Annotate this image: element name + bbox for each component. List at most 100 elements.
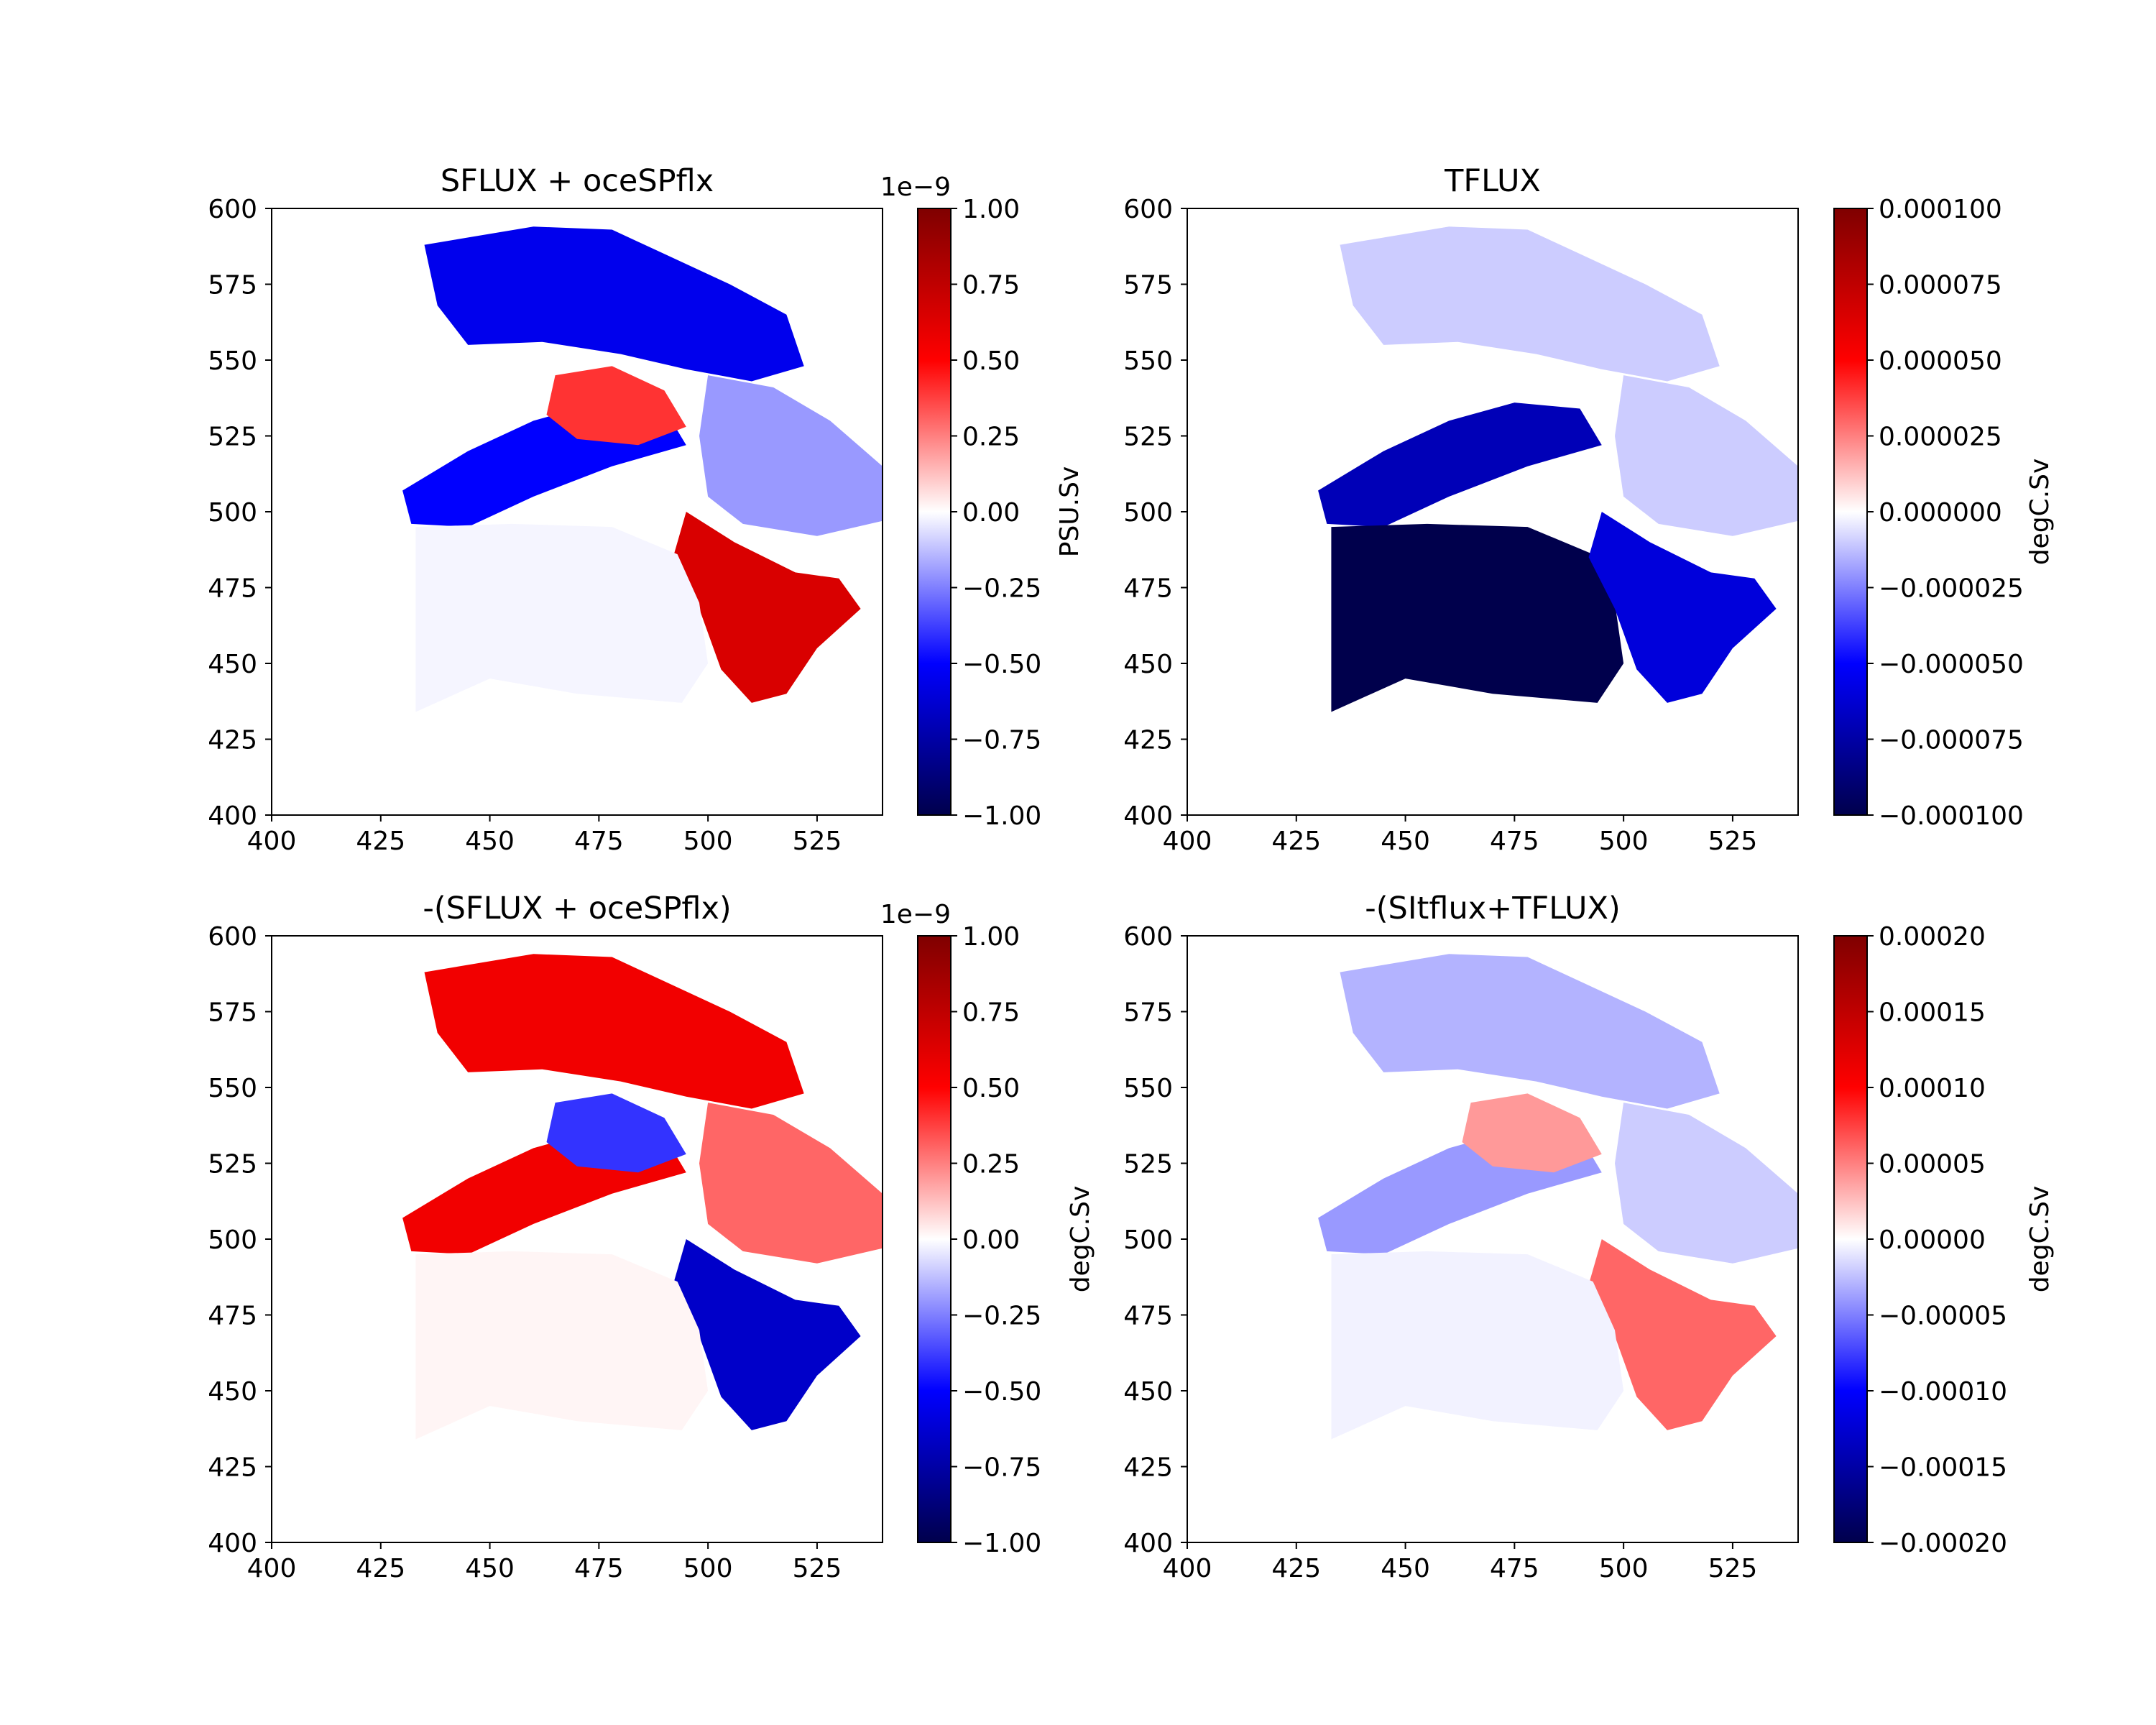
x-tick-label: 500 — [683, 1554, 733, 1583]
x-tick-label: 400 — [247, 1554, 297, 1583]
region-east-shelf — [699, 1103, 883, 1264]
x-tick-label: 525 — [793, 1554, 842, 1583]
x-tick-label: 425 — [1271, 827, 1321, 856]
y-tick-label: 600 — [1123, 922, 1173, 952]
y-tick-label: 450 — [1123, 1377, 1173, 1407]
y-tick-label: 600 — [1123, 195, 1173, 224]
y-tick-label: 550 — [208, 346, 257, 376]
y-tick-label: 400 — [208, 801, 257, 831]
y-tick-label: 550 — [208, 1074, 257, 1103]
colorbar-tick-label: −0.25 — [962, 574, 1041, 604]
y-tick-label: 525 — [1123, 423, 1173, 452]
colorbar-tick-label: −0.000100 — [1879, 801, 2024, 831]
colorbar — [1834, 936, 1867, 1542]
y-tick-label: 600 — [208, 195, 257, 224]
y-tick-label: 550 — [1123, 1074, 1173, 1103]
colorbar-tick-label: 1.00 — [962, 922, 1020, 952]
panel-3: 400 425 450 475 500 525 400 425 450 475 500 525 550 5… — [208, 891, 1095, 1583]
region-south-lobe — [673, 512, 861, 703]
colorbar-tick-label: 1.00 — [962, 195, 1020, 224]
colorbar-tick-label: 0.00010 — [1879, 1074, 1986, 1103]
region-central-band — [546, 366, 686, 446]
x-tick-label: 500 — [1599, 827, 1649, 856]
region-east-shelf — [699, 375, 883, 536]
colorbar-tick-label: 0.75 — [962, 998, 1020, 1028]
colorbar-tick-label: −0.50 — [962, 1377, 1041, 1407]
chart-title: TFLUX — [1444, 163, 1541, 199]
y-tick-label: 475 — [208, 1302, 257, 1331]
colorbar — [918, 208, 951, 815]
region-north-basin — [1340, 226, 1720, 382]
region-north-basin — [424, 954, 804, 1109]
x-tick-label: 450 — [1381, 1554, 1430, 1583]
y-tick-label: 450 — [208, 1377, 257, 1407]
region-south-lobe — [1588, 1239, 1777, 1430]
region-southern-flat — [1331, 523, 1624, 712]
colorbar-tick-label: −0.25 — [962, 1302, 1041, 1331]
colorbar-tick-label: 0.000075 — [1879, 271, 2002, 300]
panel-1: 400 425 450 475 500 525 400 425 450 475 500 525 550 5… — [208, 163, 1084, 856]
colorbar-tick-label: −0.00015 — [1879, 1453, 2007, 1483]
colorbar-tick-label: −1.00 — [962, 801, 1041, 831]
region-east-shelf — [1615, 1103, 1798, 1264]
colorbar-label: degC.Sv — [2025, 1186, 2055, 1293]
colorbar — [1834, 208, 1867, 815]
y-tick-label: 500 — [1123, 498, 1173, 528]
region-southern-flat — [415, 1251, 709, 1440]
y-tick-label: 425 — [1123, 1453, 1173, 1483]
data-field — [1318, 226, 1798, 712]
colorbar-tick-label: 0.000025 — [1879, 423, 2002, 452]
colorbar-label: degC.Sv — [2025, 459, 2055, 566]
chart-title: -(SItflux+TFLUX) — [1365, 891, 1620, 926]
x-tick-label: 475 — [574, 1554, 624, 1583]
x-tick-label: 400 — [1163, 1554, 1212, 1583]
y-tick-label: 500 — [1123, 1225, 1173, 1255]
x-tick-label: 500 — [1599, 1554, 1649, 1583]
y-tick-label: 500 — [208, 498, 257, 528]
region-west-channel — [1318, 402, 1602, 528]
y-tick-label: 475 — [1123, 1302, 1173, 1331]
x-tick-label: 450 — [465, 827, 515, 856]
colorbar-tick-label: −0.75 — [962, 1453, 1041, 1483]
region-southern-flat — [1331, 1251, 1624, 1440]
x-tick-label: 400 — [1163, 827, 1212, 856]
data-field — [402, 954, 883, 1440]
colorbar-tick-label: −0.000025 — [1879, 574, 2024, 604]
colorbar-tick-label: 0.00 — [962, 1225, 1020, 1255]
colorbar-tick-label: −0.00005 — [1879, 1302, 2007, 1331]
colorbar-tick-label: 0.000100 — [1879, 195, 2002, 224]
region-south-lobe — [673, 1239, 861, 1430]
y-tick-label: 525 — [1123, 1150, 1173, 1179]
colorbar-offset-text: 1e−9 — [880, 900, 951, 929]
colorbar-label: degC.Sv — [1066, 1186, 1095, 1293]
chart-title: -(SFLUX + oceSPflx) — [423, 891, 731, 926]
x-tick-label: 475 — [574, 827, 624, 856]
x-tick-label: 475 — [1490, 1554, 1539, 1583]
colorbar-tick-label: 0.00 — [962, 498, 1020, 528]
panel-4: 400 425 450 475 500 525 400 425 450 475 500 525 550 5… — [1123, 891, 2055, 1583]
region-central-band — [1462, 1093, 1602, 1173]
panel-2: 400 425 450 475 500 525 400 425 450 475 500 525 550 5… — [1123, 163, 2055, 856]
y-tick-label: 575 — [1123, 998, 1173, 1028]
x-tick-label: 450 — [1381, 827, 1430, 856]
region-south-lobe — [1588, 512, 1777, 703]
colorbar-offset-text: 1e−9 — [880, 172, 951, 202]
colorbar-tick-label: −0.00010 — [1879, 1377, 2007, 1407]
y-tick-label: 500 — [208, 1225, 257, 1255]
y-tick-label: 400 — [1123, 801, 1173, 831]
y-tick-label: 525 — [208, 423, 257, 452]
colorbar-tick-label: −0.75 — [962, 726, 1041, 755]
y-tick-label: 425 — [1123, 726, 1173, 755]
y-tick-label: 425 — [208, 726, 257, 755]
colorbar-tick-label: 0.75 — [962, 271, 1020, 300]
chart-title: SFLUX + oceSPflx — [441, 163, 714, 199]
colorbar-tick-label: −1.00 — [962, 1529, 1041, 1558]
y-tick-label: 400 — [1123, 1529, 1173, 1558]
colorbar-tick-label: −0.50 — [962, 650, 1041, 679]
colorbar-tick-label: −0.000075 — [1879, 726, 2024, 755]
y-tick-label: 425 — [208, 1453, 257, 1483]
y-tick-label: 475 — [208, 574, 257, 604]
colorbar-label: PSU.Sv — [1055, 466, 1084, 558]
y-tick-label: 450 — [208, 650, 257, 679]
x-tick-label: 450 — [465, 1554, 515, 1583]
